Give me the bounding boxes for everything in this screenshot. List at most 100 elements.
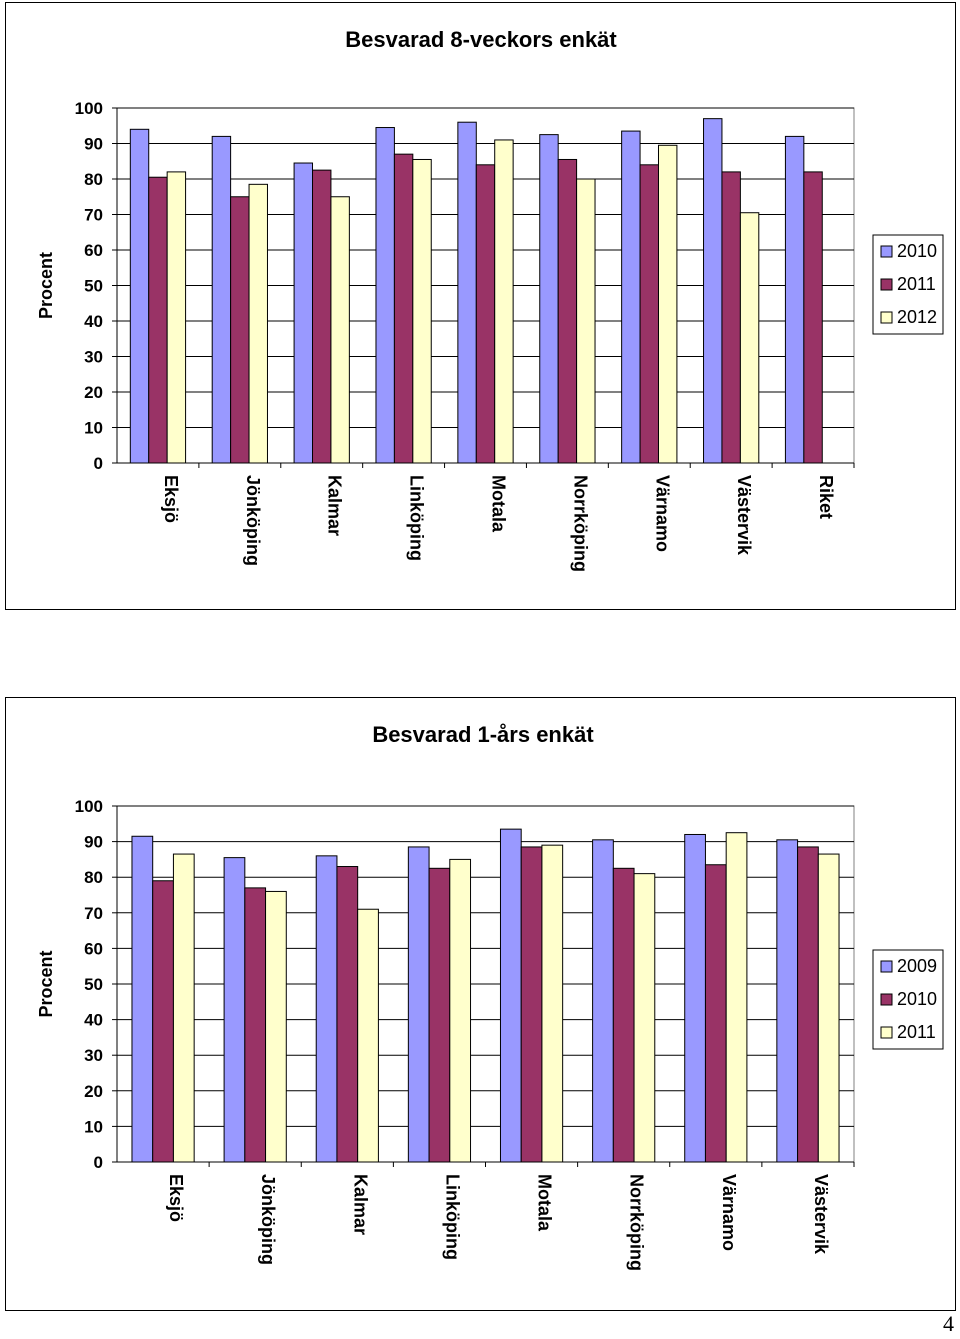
x-tick-label: Jönköping — [258, 1174, 278, 1265]
x-tick-label: Värnamo — [719, 1174, 739, 1251]
chart-title: Besvarad 1-års enkät — [372, 722, 594, 747]
y-tick-label: 20 — [84, 383, 103, 402]
bar-2011 — [721, 171, 741, 464]
bar-2010 — [704, 864, 727, 1163]
legend-label: 2011 — [897, 1022, 936, 1042]
bar-2011 — [639, 164, 659, 464]
bar-2010 — [129, 128, 150, 464]
y-tick-label: 60 — [84, 939, 103, 958]
bar-2012 — [576, 178, 596, 464]
bar-2012 — [330, 196, 350, 464]
bar-2011 — [357, 908, 379, 1163]
bar-2010 — [244, 887, 267, 1163]
y-axis-label: Procent — [36, 950, 56, 1017]
x-tick-label: Norrköping — [570, 475, 590, 572]
x-tick-label: Kalmar — [350, 1174, 370, 1235]
legend-swatch — [880, 1026, 893, 1039]
y-tick-label: 80 — [84, 170, 103, 189]
y-tick-label: 50 — [84, 277, 103, 296]
bar-2011 — [449, 858, 472, 1163]
y-tick-label: 80 — [84, 868, 103, 887]
y-tick-label: 100 — [75, 99, 103, 118]
bar-2010 — [152, 880, 174, 1163]
legend-swatch — [880, 245, 893, 258]
bar-2009 — [407, 846, 430, 1163]
bar-2009 — [315, 855, 338, 1163]
bar-2012 — [739, 212, 760, 464]
bar-2010 — [797, 846, 819, 1163]
bar-2012 — [248, 183, 268, 464]
bar-2010 — [336, 866, 359, 1163]
x-tick-label: Eksjö — [166, 1174, 186, 1222]
y-tick-label: 70 — [84, 904, 103, 923]
bar-2010 — [293, 162, 314, 464]
bar-2010 — [428, 867, 451, 1163]
y-tick-label: 50 — [84, 975, 103, 994]
x-tick-label: Värnamo — [652, 475, 672, 552]
y-tick-label: 20 — [84, 1082, 103, 1101]
y-tick-label: 0 — [94, 1153, 103, 1172]
y-tick-label: 60 — [84, 241, 103, 260]
bar-2010 — [520, 846, 543, 1163]
bar-2012 — [657, 144, 678, 464]
bar-2011 — [817, 853, 840, 1163]
bar-2011 — [541, 844, 564, 1163]
bar-2009 — [684, 833, 706, 1163]
y-tick-label: 100 — [75, 797, 103, 816]
bar-2010 — [621, 130, 641, 464]
bar-2011 — [475, 164, 496, 464]
legend-swatch — [880, 993, 893, 1006]
bar-2010 — [703, 118, 723, 464]
chart-1-year-svg: Besvarad 1-års enkät 0 10 20 30 40 50 60 70 80 90 1… — [36, 722, 944, 1271]
bar-2011 — [633, 873, 656, 1163]
legend-swatch — [880, 311, 893, 324]
y-tick-label: 90 — [84, 135, 103, 154]
legend-label: 2012 — [897, 307, 937, 327]
x-tick-label: Eksjö — [161, 475, 181, 523]
bar-2012 — [166, 171, 187, 464]
x-tick-label: Kalmar — [325, 475, 345, 536]
bar-2010 — [539, 134, 559, 464]
y-tick-label: 10 — [84, 1117, 103, 1136]
x-tick-label: Linköping — [442, 1174, 462, 1260]
bar-2009 — [499, 828, 522, 1163]
legend-label: 2011 — [897, 274, 936, 294]
y-tick-label: 10 — [84, 419, 103, 438]
bar-2010 — [784, 135, 805, 464]
bar-2011 — [725, 832, 748, 1163]
y-tick-label: 70 — [84, 206, 103, 225]
bar-2011 — [393, 153, 414, 464]
bar-2011 — [803, 171, 823, 464]
y-tick-label: 90 — [84, 833, 103, 852]
bar-2012 — [412, 158, 432, 464]
bar-2011 — [557, 158, 578, 464]
bar-2011 — [265, 890, 287, 1163]
bar-2010 — [211, 135, 232, 464]
chart-8-week-svg: Besvarad 8-veckors enkät 0 10 20 30 40 50 60 70 8… — [36, 27, 944, 572]
x-tick-label: Västervik — [811, 1174, 831, 1255]
legend-label: 2010 — [897, 989, 937, 1009]
x-tick-label: Linköping — [407, 475, 427, 561]
x-tick-label: Riket — [816, 475, 836, 519]
legend-label: 2010 — [897, 241, 937, 261]
bar-2011 — [172, 853, 195, 1163]
y-tick-label: 0 — [94, 454, 103, 473]
x-tick-label: Motala — [535, 1174, 555, 1232]
legend-label: 2009 — [897, 956, 937, 976]
bar-2010 — [457, 121, 477, 464]
y-tick-label: 30 — [84, 348, 103, 367]
chart-title: Besvarad 8-veckors enkät — [345, 27, 617, 52]
bar-2012 — [494, 139, 514, 464]
chart-1-year-survey: Besvarad 1-års enkät 0 10 20 30 40 50 60 70 80 90 1… — [5, 697, 956, 1311]
bar-2010 — [375, 127, 395, 464]
bar-2009 — [592, 839, 614, 1163]
bar-2011 — [148, 176, 168, 464]
legend-swatch — [880, 278, 893, 291]
bar-2011 — [230, 196, 250, 464]
y-tick-label: 40 — [84, 312, 103, 331]
x-tick-label: Västervik — [734, 475, 754, 556]
bar-2009 — [223, 857, 246, 1163]
y-axis-label: Procent — [36, 252, 56, 319]
y-tick-label: 40 — [84, 1011, 103, 1030]
bar-2009 — [776, 839, 799, 1163]
